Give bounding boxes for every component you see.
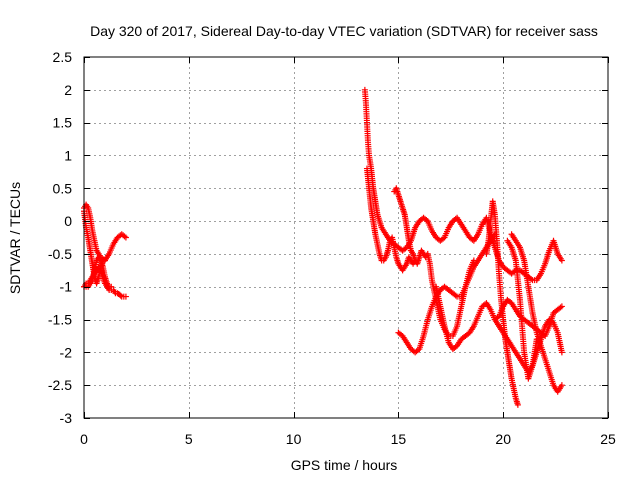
- data-point: [122, 234, 129, 241]
- y-tick-label: 1: [64, 147, 72, 163]
- y-tick-label: 0.5: [53, 180, 73, 196]
- axis-ticks: [84, 57, 609, 419]
- data-point: [122, 293, 129, 300]
- y-tick-label: -1: [60, 279, 73, 295]
- x-tick-label: 0: [80, 431, 88, 447]
- y-tick-labels: -3 -2.5 -2 -1.5 -1 -0.5 0 0.5 1 1.5 2 2.5: [48, 49, 72, 426]
- data-point: [514, 401, 521, 408]
- data-point: [108, 283, 115, 290]
- y-tick-label: 0: [64, 213, 72, 229]
- y-tick-label: -3: [60, 410, 73, 426]
- y-tick-label: -1.5: [48, 312, 72, 328]
- data-point: [121, 233, 128, 240]
- series-main-d: [395, 231, 498, 356]
- data-point: [549, 318, 556, 325]
- x-tick-labels: 0 5 10 15 20 25: [80, 431, 616, 447]
- y-tick-label: -2: [60, 344, 73, 360]
- x-axis-label: GPS time / hours: [291, 457, 398, 473]
- y-tick-label: 2: [64, 82, 72, 98]
- data-point: [558, 382, 565, 389]
- x-tick-label: 10: [286, 431, 302, 447]
- data-point: [452, 292, 459, 299]
- series-main-c: [391, 185, 477, 339]
- y-tick-label: -2.5: [48, 377, 72, 393]
- data-point: [117, 292, 124, 299]
- x-tick-label: 25: [600, 431, 616, 447]
- x-tick-label: 15: [391, 431, 407, 447]
- series-early-d: [81, 254, 115, 290]
- x-tick-label: 5: [185, 431, 193, 447]
- data-point: [558, 349, 565, 356]
- series-main-b: [363, 165, 419, 274]
- y-tick-label: 2.5: [53, 49, 73, 65]
- series-main-h: [508, 231, 565, 395]
- y-tick-label: 1.5: [53, 115, 73, 131]
- data-point: [423, 216, 430, 223]
- data-point: [557, 304, 564, 311]
- data-points: [81, 86, 565, 408]
- series-main-i: [504, 237, 540, 382]
- series-main-a: [361, 86, 565, 284]
- x-tick-label: 20: [495, 431, 511, 447]
- chart-title: Day 320 of 2017, Sidereal Day-to-day VTE…: [90, 23, 598, 39]
- grid-lines: [84, 57, 608, 418]
- y-axis-label: SDTVAR / TECUs: [7, 182, 23, 294]
- data-point: [558, 257, 565, 264]
- data-point: [440, 235, 447, 242]
- data-point: [533, 336, 540, 343]
- plot-frame: [83, 56, 609, 419]
- y-tick-label: -0.5: [48, 246, 72, 262]
- data-point: [558, 303, 565, 310]
